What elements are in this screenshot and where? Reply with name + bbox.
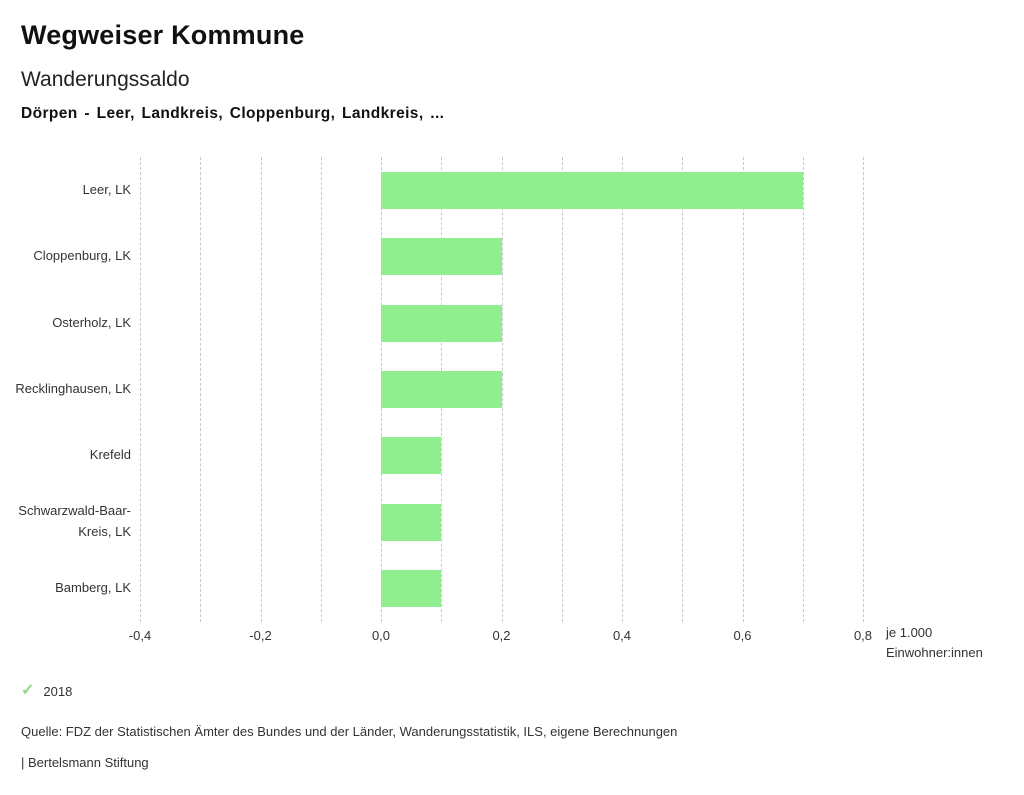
gridline <box>320 157 322 622</box>
category-label: Leer, LK <box>82 181 131 197</box>
category-label: Krefeld <box>89 447 131 463</box>
gridline <box>260 157 262 622</box>
gridline <box>501 157 503 622</box>
bar[interactable] <box>381 437 442 475</box>
x-tick-label: 0,2 <box>492 628 511 643</box>
category-label: Recklinghausen, LK <box>15 381 131 397</box>
bar[interactable] <box>381 371 502 408</box>
category-label: Osterholz, LK <box>52 314 131 330</box>
x-axis-unit-line1: je 1.000 <box>886 625 933 640</box>
gridline <box>802 157 804 622</box>
gridline <box>140 157 141 622</box>
gridline <box>742 157 744 622</box>
x-axis-unit-line2: Einwohner:innen <box>886 645 983 660</box>
chart-title: Wanderungssaldo <box>21 68 190 91</box>
bar[interactable] <box>381 238 502 276</box>
source-note: Quelle: FDZ der Statistischen Ämter des … <box>21 724 678 739</box>
gridline <box>622 157 623 622</box>
x-tick-label: 0,8 <box>853 628 873 643</box>
gridline <box>200 157 202 622</box>
brand-note: | Bertelsmann Stiftung <box>21 755 149 770</box>
x-tick-label: 0,0 <box>371 628 391 643</box>
x-axis-unit-label: je 1.000 Einwohner:innen <box>886 623 983 663</box>
checkmark-icon: ✓ <box>21 682 35 699</box>
category-label: Schwarzwald-Baar-Kreis, LK <box>18 503 131 540</box>
x-axis-ticks: -0,4 -0,2 0,0 0,2 0,4 0,6 0,8 <box>129 628 872 648</box>
category-label: Bamberg, LK <box>55 580 131 596</box>
gridline <box>863 157 864 622</box>
x-tick-label: -0,4 <box>128 628 152 643</box>
bar[interactable] <box>381 171 803 209</box>
bar[interactable] <box>381 304 502 342</box>
region-subtitle: Dörpen - Leer, Landkreis, Cloppenburg, L… <box>21 105 445 122</box>
legend-item-2018[interactable]: ✓ 2018 <box>21 683 72 699</box>
gridline <box>561 157 563 622</box>
x-tick-label: 0,6 <box>733 628 752 643</box>
category-label: Cloppenburg, LK <box>33 248 131 264</box>
bar[interactable] <box>381 570 442 608</box>
x-tick-label: 0,4 <box>612 628 632 643</box>
x-tick-label: -0,2 <box>249 628 272 643</box>
legend-label: 2018 <box>43 683 73 699</box>
bar[interactable] <box>381 503 442 541</box>
plot-area <box>140 157 864 622</box>
page-title: Wegweiser Kommune <box>21 20 305 50</box>
category-axis: Leer, LK Cloppenburg, LK Osterholz, LK Reck… <box>0 157 131 622</box>
gridline <box>682 157 684 622</box>
